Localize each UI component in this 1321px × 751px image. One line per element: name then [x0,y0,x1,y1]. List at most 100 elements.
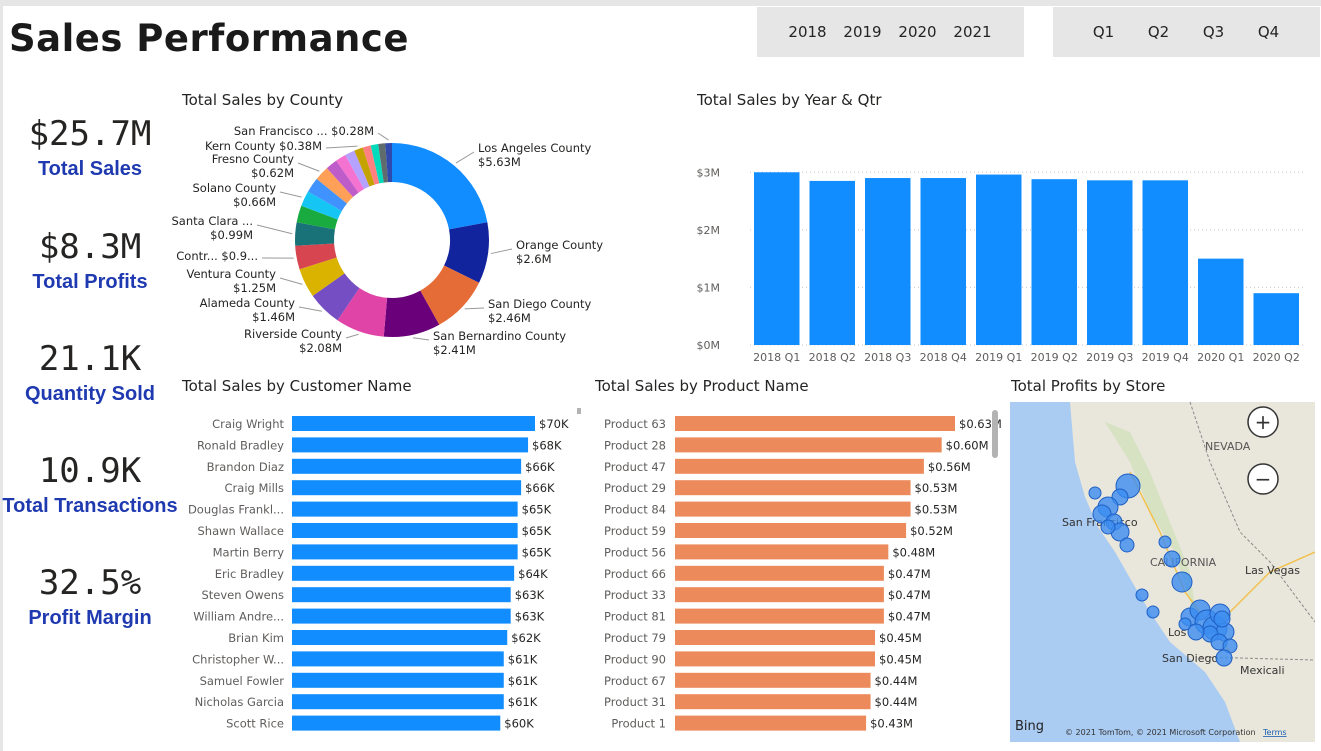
quarter-slicer[interactable]: Q1 Q2 Q3 Q4 [1053,7,1320,57]
column-bar[interactable] [1087,180,1133,345]
donut-slice[interactable] [308,178,347,211]
map-canvas[interactable]: NEVADA San Francisco CALIFORNIA Las Vega… [1010,402,1315,742]
column-bar[interactable] [1198,258,1244,345]
donut-slice[interactable] [392,143,488,230]
donut-slice[interactable] [420,265,480,325]
donut-slice[interactable] [299,257,345,296]
store-bubble[interactable] [1213,610,1231,628]
column-bar[interactable] [920,178,967,345]
bar[interactable] [292,501,518,517]
bar[interactable] [292,458,522,474]
column-bar[interactable] [1142,180,1189,345]
zoom-out-button[interactable]: − [1247,463,1279,495]
donut-slice[interactable] [337,287,388,337]
bar[interactable] [675,416,955,431]
donut-slice[interactable] [295,243,337,270]
column-bar[interactable] [1031,179,1078,345]
year-option[interactable]: 2018 [788,23,827,41]
store-bubble[interactable] [1135,588,1149,602]
bar[interactable] [292,651,504,667]
quarter-option[interactable]: Q1 [1092,23,1115,41]
bar-value-label: $0.44M [875,674,918,688]
donut-slice[interactable] [336,154,365,193]
store-bubble[interactable] [1100,519,1116,535]
bar[interactable] [292,523,518,538]
bar[interactable] [675,694,871,710]
bar[interactable] [292,544,518,560]
donut-slice[interactable] [345,150,370,190]
column-bar[interactable] [1253,293,1300,345]
column-bar[interactable] [976,174,1022,345]
quarter-option[interactable]: Q4 [1257,23,1280,41]
store-profit-map[interactable]: NEVADA San Francisco CALIFORNIA Las Vega… [1010,402,1315,742]
store-bubble[interactable] [1215,649,1233,667]
bar[interactable] [292,587,511,603]
donut-slice[interactable] [383,290,440,337]
year-qtr-column-chart[interactable]: $0M $1M $2M $3M 2018 Q1 2018 Q2 2018 Q3 2018 Q4… [690,140,1310,370]
bar[interactable] [675,480,911,496]
product-bar-chart[interactable]: Product 63 $0.63M Product 28 $0.60M Product … [590,408,1005,740]
store-bubble[interactable] [1178,617,1192,631]
quarter-option[interactable]: Q2 [1147,23,1170,41]
bar[interactable] [675,672,871,688]
donut-slice[interactable] [312,273,360,321]
donut-slice[interactable] [385,143,392,183]
bar[interactable] [675,437,942,453]
donut-slice[interactable] [296,205,338,230]
quarter-option[interactable]: Q3 [1202,23,1225,41]
donut-slice[interactable] [326,160,359,198]
donut-slice[interactable] [362,145,380,185]
column-bar[interactable] [865,178,911,345]
store-bubble[interactable] [1187,623,1205,641]
donut-slice[interactable] [316,168,354,204]
bar[interactable] [675,523,907,538]
bar[interactable] [292,437,529,453]
store-bubble[interactable] [1088,486,1102,500]
bar-value-label: $68K [532,438,562,452]
bar[interactable] [292,416,535,431]
donut-slice[interactable] [378,143,389,183]
bar[interactable] [292,672,504,688]
store-bubbles[interactable] [1088,473,1238,667]
bar[interactable] [675,544,889,560]
year-option[interactable]: 2021 [953,23,992,41]
bar[interactable] [675,715,867,731]
store-bubble[interactable] [1119,537,1135,553]
scrollbar-thumb[interactable] [577,408,581,414]
donut-slice[interactable] [444,222,490,283]
bar-value-label: $70K [539,417,569,431]
store-bubble[interactable] [1158,535,1172,549]
year-option[interactable]: 2020 [898,23,937,41]
bar[interactable] [675,587,884,603]
bar[interactable] [292,565,515,581]
donut-slice[interactable] [295,222,335,246]
bar[interactable] [675,608,884,624]
bar[interactable] [292,694,504,710]
map-terms-link[interactable]: Terms [1262,728,1287,737]
store-bubble[interactable] [1146,605,1160,619]
donut-slice[interactable] [301,191,342,220]
bar[interactable] [675,565,884,581]
year-slicer[interactable]: 2018 2019 2020 2021 [757,7,1024,57]
scrollbar-thumb[interactable] [992,410,998,458]
store-bubble[interactable] [1171,571,1193,593]
bar[interactable] [292,715,501,731]
bar[interactable] [292,608,511,624]
store-bubble[interactable] [1163,550,1181,568]
bar[interactable] [675,651,875,667]
customer-bar-chart[interactable]: Craig Wright $70K Ronald Bradley $68K Brando… [180,408,590,740]
donut-slice[interactable] [354,147,375,187]
kpi-total-profits: $8.3M Total Profits [0,227,180,294]
column-bar[interactable] [754,172,800,345]
bar[interactable] [675,458,924,474]
donut-label-value: $0.66M [233,195,276,209]
year-option[interactable]: 2019 [843,23,882,41]
bar[interactable] [675,630,875,645]
column-bar[interactable] [809,180,856,345]
bar[interactable] [292,630,508,645]
bar[interactable] [292,480,522,496]
zoom-in-button[interactable]: + [1247,406,1279,438]
donut-slice[interactable] [370,143,384,184]
bar[interactable] [675,501,911,517]
